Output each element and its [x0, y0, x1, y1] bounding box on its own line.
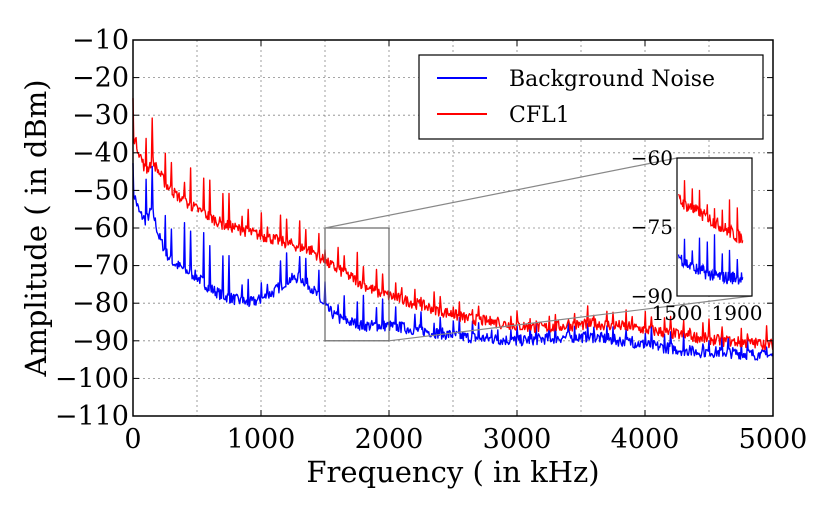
x-tick-label: 2000 [355, 424, 424, 455]
inset-x-tick-label: 1500 [652, 301, 703, 325]
x-tick-label: 5000 [739, 424, 808, 455]
x-tick-label: 3000 [483, 424, 552, 455]
y-tick-label: −60 [72, 213, 129, 244]
y-tick-label: −70 [72, 251, 129, 282]
inset-series-cfl1 [677, 180, 744, 244]
axis-ticks: 0 1000 2000 3000 4000 5000−10−20−30−40−50−60−… [55, 25, 808, 455]
legend: Background Noise CFL1 [418, 54, 764, 140]
y-tick-label: −40 [72, 138, 129, 169]
zoom-connector-top [324, 157, 678, 229]
inset-series-background-noise [677, 234, 744, 285]
inset-y-tick-label: −90 [631, 284, 673, 308]
series-layer [132, 98, 774, 361]
inset-y-tick-label: −75 [631, 215, 673, 239]
y-tick-label: −10 [72, 25, 129, 56]
legend-box [418, 54, 764, 140]
y-tick-label: −100 [55, 363, 129, 394]
legend-label: CFL1 [509, 103, 570, 128]
y-tick-label: −80 [72, 288, 129, 319]
series-line-cfl1 [132, 98, 774, 351]
zoom-connector-bottom [388, 295, 753, 342]
zoom-indicator [324, 157, 753, 342]
x-axis-label: Frequency ( in kHz) [306, 455, 599, 489]
y-tick-label: −50 [72, 175, 129, 206]
x-tick-label: 0 [124, 424, 141, 455]
inset-x-tick-label: 1900 [712, 301, 763, 325]
series-line-background-noise [132, 163, 774, 361]
y-tick-label: −90 [72, 326, 129, 357]
inset-y-tick-label: −60 [631, 146, 673, 170]
x-tick-label: 4000 [611, 424, 680, 455]
x-tick-label: 1000 [227, 424, 296, 455]
y-tick-label: −30 [72, 100, 129, 131]
zoom-box [324, 227, 390, 342]
y-tick-label: −110 [55, 401, 129, 432]
legend-label: Background Noise [509, 67, 715, 92]
y-axis-label: Amplitude ( in dBm) [19, 79, 53, 377]
y-tick-label: −20 [72, 63, 129, 94]
